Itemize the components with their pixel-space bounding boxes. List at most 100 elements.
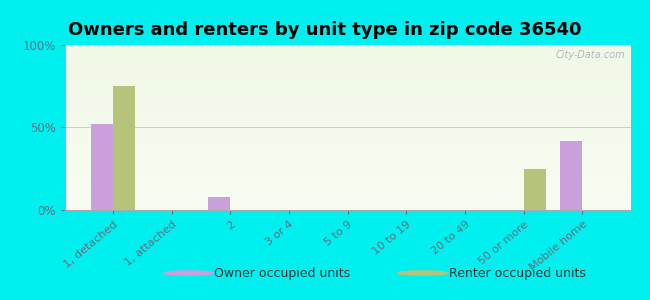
Bar: [65, 71, 630, 73]
Bar: [65, 60, 630, 61]
Bar: [65, 116, 630, 118]
Bar: [65, 76, 630, 78]
Bar: [65, 99, 630, 101]
Bar: [65, 126, 630, 128]
Bar: [113, 86, 135, 210]
Bar: [65, 172, 630, 174]
Bar: [65, 155, 630, 157]
Bar: [65, 91, 630, 93]
Bar: [65, 93, 630, 94]
Bar: [65, 167, 630, 169]
Bar: [65, 169, 630, 170]
Bar: [65, 188, 630, 190]
Bar: [65, 200, 630, 202]
Text: City-Data.com: City-Data.com: [555, 50, 625, 60]
Bar: [65, 131, 630, 132]
Circle shape: [164, 271, 214, 275]
Bar: [65, 94, 630, 96]
Bar: [65, 136, 630, 137]
Bar: [208, 197, 230, 210]
Text: Renter occupied units: Renter occupied units: [448, 266, 586, 280]
Bar: [65, 75, 630, 76]
Bar: [65, 104, 630, 106]
Bar: [65, 151, 630, 152]
Bar: [65, 129, 630, 131]
Bar: [65, 184, 630, 185]
Bar: [65, 165, 630, 167]
Bar: [65, 208, 630, 210]
Bar: [65, 157, 630, 159]
Bar: [65, 137, 630, 139]
Bar: [65, 68, 630, 70]
Bar: [65, 185, 630, 187]
Bar: [65, 128, 630, 129]
Bar: [65, 142, 630, 144]
Bar: [65, 122, 630, 124]
Bar: [65, 194, 630, 195]
Bar: [560, 141, 582, 210]
Bar: [65, 199, 630, 200]
Bar: [65, 109, 630, 111]
Bar: [91, 124, 113, 210]
Bar: [524, 169, 546, 210]
Bar: [65, 159, 630, 160]
Bar: [65, 50, 630, 52]
Bar: [65, 202, 630, 203]
Bar: [65, 46, 630, 48]
Bar: [65, 134, 630, 136]
Bar: [65, 88, 630, 89]
Bar: [65, 61, 630, 63]
Bar: [65, 80, 630, 81]
Bar: [65, 58, 630, 60]
Bar: [65, 53, 630, 55]
Bar: [65, 124, 630, 126]
Bar: [65, 195, 630, 197]
Bar: [65, 85, 630, 86]
Bar: [65, 103, 630, 104]
Bar: [65, 154, 630, 155]
Bar: [65, 96, 630, 98]
Bar: [65, 63, 630, 65]
Bar: [65, 73, 630, 75]
Bar: [65, 187, 630, 188]
Bar: [65, 108, 630, 109]
Bar: [65, 78, 630, 80]
Bar: [65, 56, 630, 58]
Bar: [65, 101, 630, 103]
Bar: [65, 98, 630, 99]
Circle shape: [398, 271, 447, 275]
Bar: [65, 175, 630, 177]
Bar: [65, 205, 630, 207]
Bar: [65, 174, 630, 175]
Bar: [65, 111, 630, 112]
Bar: [65, 152, 630, 154]
Bar: [65, 147, 630, 149]
Bar: [65, 178, 630, 180]
Bar: [65, 197, 630, 199]
Bar: [65, 207, 630, 208]
Bar: [65, 52, 630, 53]
Bar: [65, 81, 630, 83]
Bar: [65, 180, 630, 182]
Bar: [65, 112, 630, 114]
Bar: [65, 132, 630, 134]
Text: Owner occupied units: Owner occupied units: [214, 266, 350, 280]
Bar: [65, 66, 630, 68]
Bar: [65, 203, 630, 205]
Bar: [65, 118, 630, 119]
Bar: [65, 192, 630, 194]
Bar: [65, 119, 630, 121]
Bar: [65, 121, 630, 122]
Bar: [65, 45, 630, 46]
Bar: [65, 139, 630, 141]
Bar: [65, 55, 630, 56]
Bar: [65, 141, 630, 142]
Bar: [65, 164, 630, 165]
Text: Owners and renters by unit type in zip code 36540: Owners and renters by unit type in zip c…: [68, 21, 582, 39]
Bar: [65, 160, 630, 162]
Bar: [65, 177, 630, 178]
Bar: [65, 182, 630, 184]
Bar: [65, 48, 630, 50]
Bar: [65, 89, 630, 91]
Bar: [65, 106, 630, 108]
